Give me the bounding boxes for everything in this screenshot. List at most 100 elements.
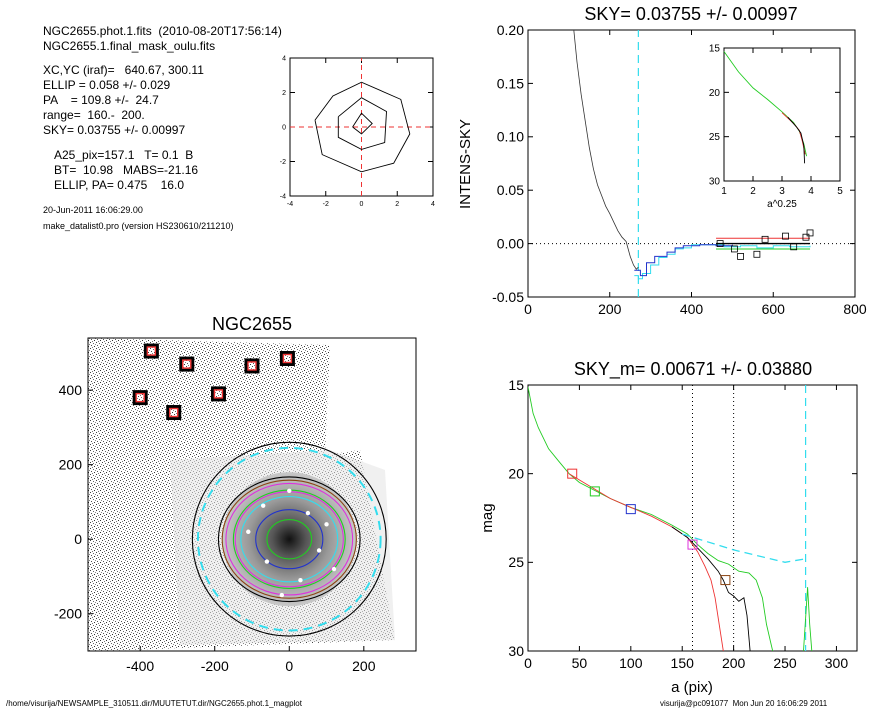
isophote-ellipse-1 — [196, 446, 382, 632]
sky-ytick-label: 0.20 — [497, 22, 524, 38]
mag-ytick-label: 20 — [508, 466, 524, 482]
image-frame — [87, 337, 417, 652]
inset-background — [724, 48, 840, 181]
sky-value: SKY= 0.03755 +/- 0.00997 — [43, 123, 186, 137]
sky-sample-square — [790, 243, 798, 251]
inset-xtick-label: 5 — [837, 186, 843, 197]
image-ytick-label: 400 — [59, 382, 83, 398]
star-marker-outer — [244, 358, 260, 374]
image-xtick-label: -400 — [126, 658, 154, 674]
sky-ytick-label: 0.00 — [497, 236, 524, 252]
sky-profile-line — [573, 30, 639, 270]
user-footer: visurija@pc091077 Mon Jun 20 16:06:29 20… — [660, 699, 828, 708]
star-marker-inner — [182, 359, 192, 369]
centroid-xtick-label: -2 — [323, 201, 329, 208]
file-path-footer: /home/visurija/NEWSAMPLE_310511.dir/MUUT… — [6, 699, 302, 708]
image-xtick-label: 0 — [285, 658, 293, 674]
sky-xtick-label: 600 — [762, 301, 786, 317]
centroid-ytick-label: 2 — [282, 90, 286, 97]
sky-sample-square — [731, 245, 738, 253]
isophote-ellipse-0 — [191, 441, 387, 637]
mag-series-red — [568, 473, 724, 651]
sky-xtick-label: 200 — [598, 301, 622, 317]
sky-inset: 1 2 3 4 5 15 20 25 30 a^0.25 — [709, 44, 843, 211]
inset-xtick-label: 2 — [750, 186, 756, 197]
mag-xlabel: a (pix) — [671, 679, 713, 696]
masked-star — [287, 488, 292, 493]
mag-xtick-label: 100 — [619, 655, 643, 671]
fit-range: range= 160.- 200. — [43, 108, 145, 122]
mag-xtick-label: 150 — [671, 655, 695, 671]
center-coords: XC,YC (iraf)= 640.67, 300.11 — [43, 63, 204, 77]
mask-file-line: NGC2655.1.final_mask_oulu.fits — [43, 39, 216, 53]
isophote-ellipse-8 — [255, 509, 324, 570]
sky-xtick-label: 0 — [524, 301, 532, 317]
image-xtick-label: 200 — [352, 658, 376, 674]
mag-xtick-label: 250 — [773, 655, 797, 671]
mag-panel-title: SKY_m= 0.00671 +/- 0.03880 — [574, 359, 812, 380]
a25-line: A25_pix=157.1 T= 0.1 B — [54, 148, 194, 162]
mag-series-green — [528, 386, 774, 651]
inset-xtick-label: 3 — [779, 186, 785, 197]
program-version: make_datalist0.pro (version HS230610/211… — [43, 221, 234, 231]
mag-series-black — [671, 526, 751, 651]
centroid-xtick-label: 4 — [431, 201, 435, 208]
masked-star — [331, 566, 337, 572]
centroid-xtick-label: 2 — [395, 201, 399, 208]
star-marker-outer — [179, 356, 195, 372]
masked-star — [246, 529, 251, 534]
image-ytick-label: -200 — [54, 606, 82, 622]
masked-star — [279, 592, 285, 598]
centroid-xtick-label: 0 — [360, 201, 364, 208]
timestamp: 20-Jun-2011 16:06:29.00 — [43, 205, 143, 215]
ellipticity: ELLIP = 0.058 +/- 0.029 — [43, 78, 171, 92]
mag-ytick-label: 25 — [508, 554, 524, 570]
mag-ytick-label: 30 — [508, 643, 524, 659]
sky-plot-area — [528, 30, 855, 297]
star-marker-inner — [247, 361, 257, 371]
centroid-contour-1 — [337, 97, 387, 150]
star-marker-outer — [279, 350, 295, 366]
inset-ytick-label: 25 — [709, 132, 721, 143]
star-marker-inner — [213, 389, 224, 399]
isophote-ellipse-4 — [225, 482, 354, 596]
star-marker-inner — [282, 353, 293, 364]
mag-series-green_spike — [803, 587, 813, 651]
mag-marker-square — [589, 486, 600, 497]
sky-ylabel: INTENS-SKY — [457, 119, 474, 209]
sky-xtick-label: 800 — [843, 301, 867, 317]
star-marker-outer — [132, 390, 148, 406]
isophote-ellipse-2 — [217, 476, 361, 603]
masked-star — [298, 578, 303, 583]
inset-xtick-label: 4 — [808, 186, 814, 197]
centroid-ytick-label: 0 — [282, 124, 286, 131]
centroid-contour-0 — [314, 81, 411, 173]
mag-marker-square — [567, 468, 578, 479]
isophote-ellipse-3 — [221, 479, 357, 599]
masked-star — [260, 503, 266, 508]
inset-xlabel: a^0.25 — [767, 199, 797, 210]
inset-series-black — [787, 116, 806, 164]
mag-plot-area — [528, 385, 813, 651]
centroid-ytick-label: -4 — [280, 193, 286, 200]
mag-xtick-label: 300 — [825, 655, 849, 671]
mag-xtick-label: 200 — [722, 655, 746, 671]
sky-xtick-label: 400 — [680, 301, 704, 317]
mag-marker-square — [625, 504, 636, 515]
mag-ylabel: mag — [479, 503, 496, 532]
image-xtick-label: -200 — [201, 658, 229, 674]
image-area — [88, 338, 395, 651]
image-ytick-label: 200 — [59, 457, 83, 473]
sky-panel-title: SKY= 0.03755 +/- 0.00997 — [584, 4, 797, 24]
position-angle: PA = 109.8 +/- 24.7 — [43, 93, 159, 107]
sky-sample-square — [753, 250, 761, 258]
sky-sample-square — [806, 229, 814, 237]
galaxy-image — [222, 472, 357, 607]
star-marker-outer — [143, 343, 159, 359]
sky-cyan-step — [634, 244, 811, 280]
sky-sample-square — [782, 232, 789, 240]
star-marker-inner — [135, 392, 145, 403]
sky-sample-square — [802, 233, 810, 241]
mag-marker-square — [720, 575, 731, 586]
